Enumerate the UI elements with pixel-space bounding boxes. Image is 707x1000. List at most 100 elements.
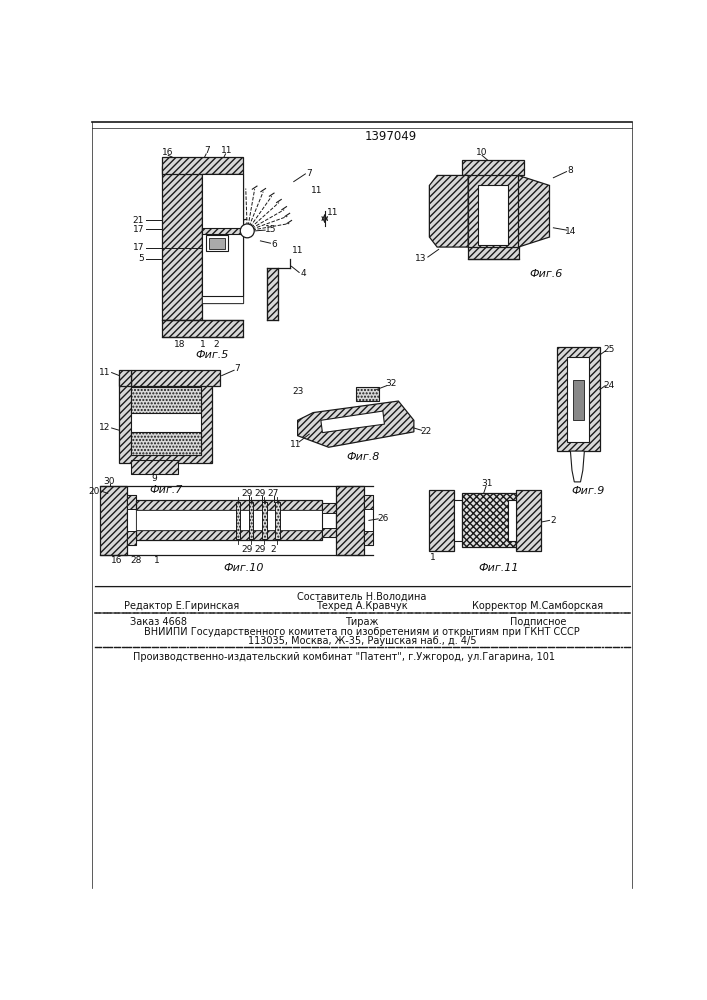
Text: 8: 8 bbox=[568, 166, 573, 175]
Text: Редактор Е.Гиринская: Редактор Е.Гиринская bbox=[124, 601, 239, 611]
Text: 32: 32 bbox=[385, 379, 397, 388]
Text: 30: 30 bbox=[103, 477, 115, 486]
Text: 11: 11 bbox=[221, 146, 232, 155]
Bar bbox=[162, 157, 243, 174]
Text: Корректор М.Самборская: Корректор М.Самборская bbox=[472, 601, 604, 611]
Text: 27: 27 bbox=[267, 489, 279, 498]
Bar bbox=[363, 495, 373, 509]
Bar bbox=[275, 502, 280, 539]
Bar bbox=[249, 502, 253, 539]
Bar bbox=[508, 500, 516, 541]
Text: 7: 7 bbox=[234, 364, 240, 373]
Text: Подписное: Подписное bbox=[510, 617, 566, 627]
Bar bbox=[202, 174, 243, 296]
Text: Фиг.7: Фиг.7 bbox=[149, 485, 182, 495]
Text: 23: 23 bbox=[292, 387, 303, 396]
Text: 4: 4 bbox=[301, 269, 307, 278]
Bar bbox=[202, 174, 243, 303]
Text: 2: 2 bbox=[551, 516, 556, 525]
Text: 31: 31 bbox=[481, 479, 493, 488]
Text: Фиг.9: Фиг.9 bbox=[571, 486, 605, 496]
Text: Фиг.8: Фиг.8 bbox=[347, 452, 380, 462]
Bar bbox=[162, 320, 243, 337]
Text: 5: 5 bbox=[139, 254, 144, 263]
Text: 6: 6 bbox=[271, 240, 277, 249]
Bar bbox=[131, 432, 201, 455]
Text: 24: 24 bbox=[604, 381, 615, 390]
Text: 15: 15 bbox=[264, 225, 276, 234]
Text: 7: 7 bbox=[306, 169, 312, 178]
Bar bbox=[131, 387, 201, 413]
Text: 1397049: 1397049 bbox=[365, 130, 416, 143]
Bar bbox=[127, 531, 136, 545]
Bar bbox=[127, 495, 136, 509]
Bar bbox=[119, 370, 131, 386]
Text: Составитель Н.Володина: Составитель Н.Володина bbox=[297, 592, 426, 602]
Bar bbox=[363, 531, 373, 545]
Text: 14: 14 bbox=[565, 227, 576, 236]
Bar bbox=[131, 387, 201, 455]
Text: 1: 1 bbox=[200, 340, 206, 349]
Text: 7: 7 bbox=[204, 146, 210, 155]
Bar bbox=[322, 528, 337, 537]
Text: 29: 29 bbox=[242, 545, 253, 554]
Text: Техред А.Кравчук: Техред А.Кравчук bbox=[316, 601, 408, 611]
Bar bbox=[356, 387, 379, 401]
Text: 2: 2 bbox=[270, 545, 276, 554]
Circle shape bbox=[573, 363, 583, 374]
Bar bbox=[478, 185, 508, 245]
Bar bbox=[136, 500, 322, 510]
Bar bbox=[468, 170, 518, 259]
Bar bbox=[454, 500, 462, 541]
Text: 16: 16 bbox=[163, 148, 174, 157]
Bar bbox=[209, 238, 225, 249]
Bar bbox=[363, 495, 373, 545]
Bar bbox=[131, 460, 177, 474]
Text: 29: 29 bbox=[255, 545, 266, 554]
Bar bbox=[202, 228, 243, 234]
Polygon shape bbox=[571, 451, 585, 482]
Text: Тираж: Тираж bbox=[345, 617, 379, 627]
Text: 9: 9 bbox=[151, 474, 157, 483]
Text: Фиг.5: Фиг.5 bbox=[196, 350, 229, 360]
Bar bbox=[573, 380, 585, 420]
Text: 22: 22 bbox=[420, 427, 431, 436]
Text: 17: 17 bbox=[133, 243, 144, 252]
Text: 17: 17 bbox=[133, 225, 144, 234]
Text: Заказ 4668: Заказ 4668 bbox=[129, 617, 187, 627]
Bar bbox=[462, 160, 524, 175]
Text: 2: 2 bbox=[214, 340, 219, 349]
Text: 11: 11 bbox=[327, 208, 338, 217]
Bar bbox=[516, 490, 541, 551]
Polygon shape bbox=[518, 175, 549, 247]
Bar bbox=[262, 502, 267, 539]
Bar bbox=[462, 493, 516, 547]
Polygon shape bbox=[429, 175, 468, 247]
Text: Фиг.11: Фиг.11 bbox=[479, 563, 520, 573]
Circle shape bbox=[240, 224, 255, 238]
Text: 113035, Москва, Ж-35, Раушская наб., д. 4/5: 113035, Москва, Ж-35, Раушская наб., д. … bbox=[247, 636, 477, 646]
Text: 11: 11 bbox=[98, 368, 110, 377]
Text: 13: 13 bbox=[415, 254, 426, 263]
Text: 29: 29 bbox=[242, 489, 253, 498]
Polygon shape bbox=[321, 411, 385, 433]
Bar bbox=[235, 502, 240, 539]
Bar bbox=[429, 490, 454, 551]
Text: 11: 11 bbox=[311, 186, 323, 195]
Text: 25: 25 bbox=[604, 345, 615, 354]
Text: 12: 12 bbox=[99, 424, 110, 432]
Text: Фиг.6: Фиг.6 bbox=[529, 269, 562, 279]
Bar bbox=[267, 268, 279, 320]
Bar bbox=[322, 503, 337, 537]
Bar bbox=[119, 378, 212, 463]
Polygon shape bbox=[298, 401, 414, 447]
Bar bbox=[136, 510, 322, 530]
Bar bbox=[567, 357, 589, 442]
Text: 16: 16 bbox=[110, 556, 122, 565]
Text: 28: 28 bbox=[131, 556, 142, 565]
Text: 20: 20 bbox=[88, 487, 100, 496]
Bar bbox=[202, 296, 243, 303]
Bar bbox=[131, 370, 220, 386]
Text: 1: 1 bbox=[431, 553, 436, 562]
Bar bbox=[557, 347, 600, 451]
